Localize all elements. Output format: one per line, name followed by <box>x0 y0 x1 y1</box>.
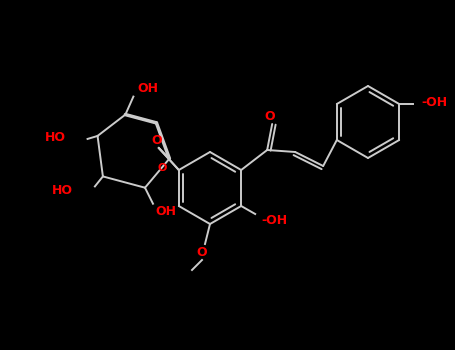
Text: HO: HO <box>45 132 66 145</box>
Text: O: O <box>265 111 275 124</box>
Text: O: O <box>152 134 162 147</box>
Text: HO: HO <box>52 184 73 197</box>
Text: -OH: -OH <box>421 97 447 110</box>
Text: OH: OH <box>137 82 158 95</box>
Text: O: O <box>157 163 167 173</box>
Text: O: O <box>197 245 207 259</box>
Text: -OH: -OH <box>261 214 287 226</box>
Text: OH: OH <box>155 205 176 218</box>
